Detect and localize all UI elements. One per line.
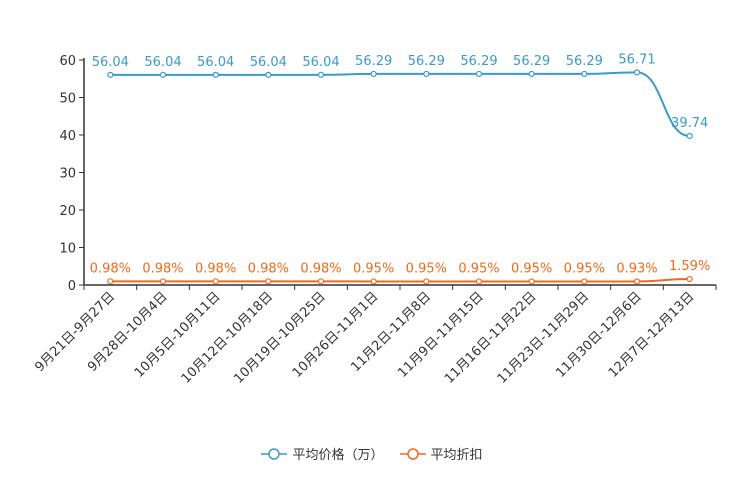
y-tick-label: 60 xyxy=(59,54,76,69)
series-1-point xyxy=(159,278,167,285)
series-0-point xyxy=(633,69,641,76)
series-1-point xyxy=(528,278,535,285)
series-0-point xyxy=(475,70,483,78)
series-0-data-label: 56.29 xyxy=(513,54,550,69)
series-1-data-label: 0.93% xyxy=(616,262,657,277)
series-1-point xyxy=(265,278,272,285)
series-1-point xyxy=(370,278,377,285)
series-1-data-label: 0.95% xyxy=(458,261,499,276)
y-tick-label: 50 xyxy=(59,92,76,107)
series-0-point xyxy=(686,132,693,140)
series-0-point xyxy=(528,70,535,78)
series-0-point xyxy=(159,71,167,78)
series-0-point xyxy=(317,71,325,78)
legend-line-circle-icon xyxy=(261,447,288,460)
series-1-data-label: 0.98% xyxy=(248,261,289,276)
x-tick-label: 10月19日-10月25日 xyxy=(231,289,328,386)
series-1-data-label: 0.98% xyxy=(142,261,183,276)
data-labels: 56.04 56.04 56.04 56.04 56.04 56.29 56.29 56.29… xyxy=(90,52,711,276)
series-0-data-label: 56.04 xyxy=(302,55,339,70)
series-1-point xyxy=(317,278,325,285)
series-0-point xyxy=(265,71,272,78)
y-tick-label: 40 xyxy=(59,129,76,144)
series-0-data-label: 56.04 xyxy=(92,55,129,70)
series-1-data-label: 0.98% xyxy=(90,261,131,276)
series-1-point xyxy=(107,278,114,285)
series-0-data-label: 56.29 xyxy=(460,54,497,69)
chart-axes xyxy=(83,58,716,286)
series-1-point xyxy=(475,278,483,285)
legend-item-discount[interactable]: 平均折扣 xyxy=(399,444,483,463)
series-1-data-label: 0.98% xyxy=(300,261,341,276)
legend-label-price: 平均价格（万） xyxy=(292,448,384,463)
x-axis-ticks: 9月21日-9月27日9月28日-10月4日10月5日-10月11日10月12日… xyxy=(32,285,717,387)
series-0-data-label: 39.74 xyxy=(671,116,708,131)
series-line-1 xyxy=(110,278,690,283)
series-0-data-label: 56.04 xyxy=(197,55,234,70)
series-1-point xyxy=(581,278,588,285)
series-0-data-label: 56.04 xyxy=(250,55,287,70)
series-0-point xyxy=(212,71,219,78)
series-line-0 xyxy=(110,71,690,137)
series-1-point xyxy=(423,278,430,285)
legend-label-discount: 平均折扣 xyxy=(430,448,483,463)
chart-legend: 平均价格（万） 平均折扣 xyxy=(0,444,744,463)
series-1-data-label: 0.95% xyxy=(406,261,447,276)
series-0-point xyxy=(107,71,114,78)
series-1-data-label: 0.95% xyxy=(564,261,605,276)
series-1-point xyxy=(633,278,641,285)
series-0-point xyxy=(423,70,430,78)
series-0-data-label: 56.29 xyxy=(408,54,445,69)
series-0-point xyxy=(581,70,588,78)
series-1-data-label: 1.59% xyxy=(669,259,710,274)
y-tick-label: 10 xyxy=(59,242,76,257)
series-1-data-label: 0.95% xyxy=(353,261,394,276)
series-1-point xyxy=(686,275,693,283)
y-tick-label: 20 xyxy=(59,204,76,219)
chart-series xyxy=(107,69,693,285)
y-tick-label: 30 xyxy=(59,167,76,182)
series-0-data-label: 56.04 xyxy=(144,55,181,70)
y-tick-label: 0 xyxy=(68,279,76,294)
series-0-data-label: 56.29 xyxy=(566,54,603,69)
y-axis-ticks: 0 10 20 30 40 50 60 xyxy=(59,54,84,294)
series-0-data-label: 56.71 xyxy=(618,52,655,67)
x-tick-label: 10月12日-10月18日 xyxy=(179,289,276,386)
x-tick-label: 11月23日-11月29日 xyxy=(495,289,592,386)
series-1-data-label: 0.98% xyxy=(195,261,236,276)
series-0-point xyxy=(370,70,377,78)
legend-item-price[interactable]: 平均价格（万） xyxy=(261,444,384,463)
series-0-data-label: 56.29 xyxy=(355,54,392,69)
series-1-data-label: 0.95% xyxy=(511,261,552,276)
series-1-point xyxy=(212,278,219,285)
legend-line-circle-icon xyxy=(399,447,426,460)
x-tick-label: 11月16日-11月22日 xyxy=(442,289,539,386)
